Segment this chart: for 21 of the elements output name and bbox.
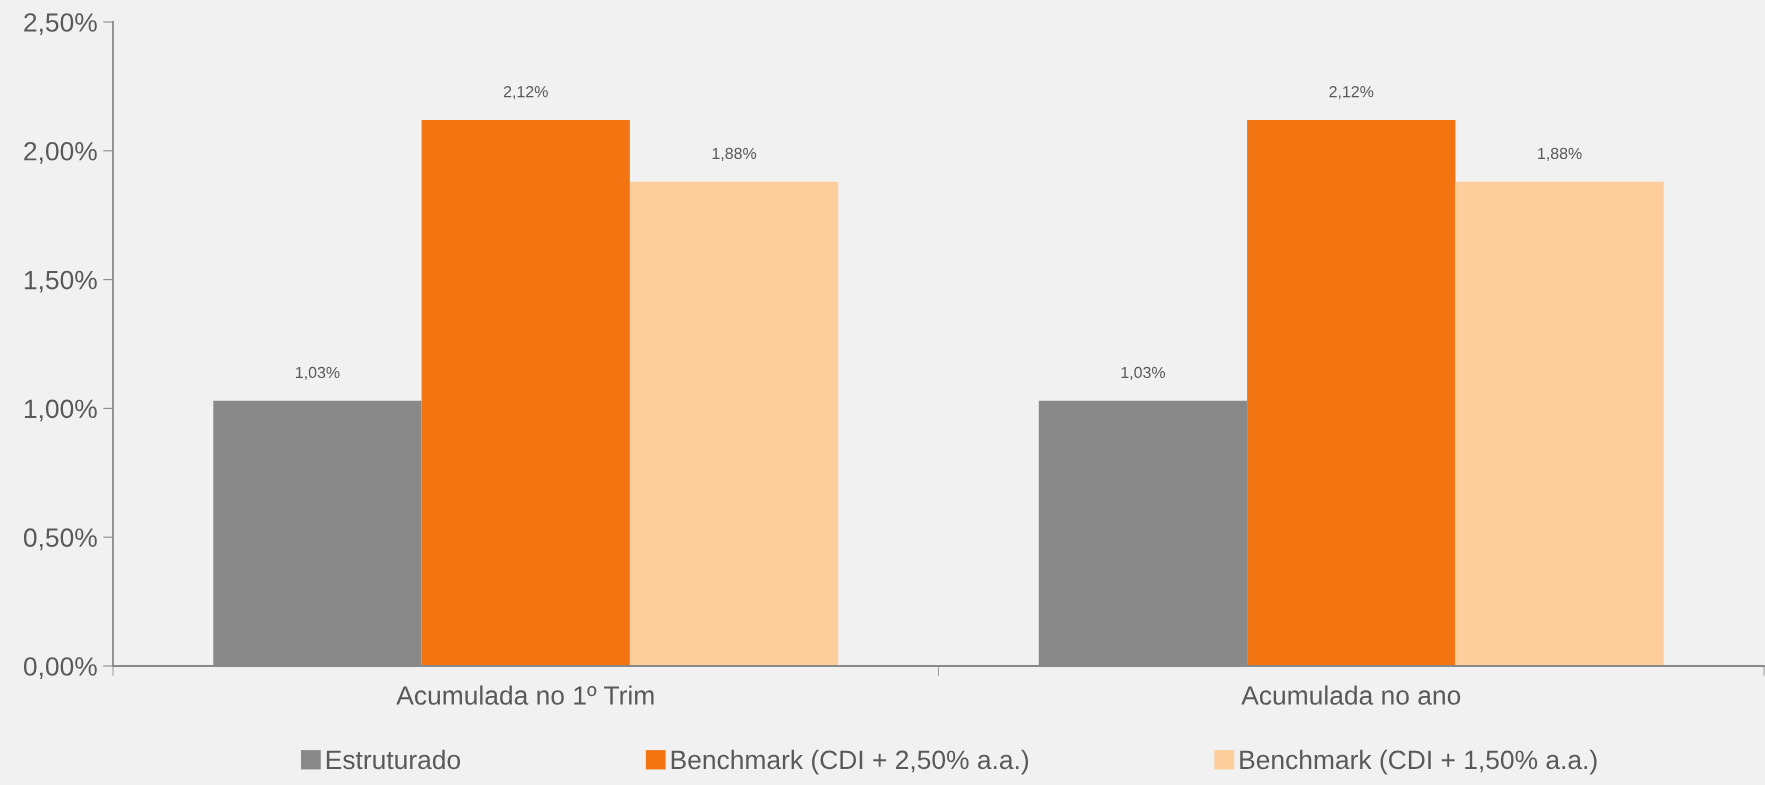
y-tick-label: 0,00%	[23, 657, 97, 679]
data-label: 2,12%	[503, 85, 548, 100]
data-label: 1,88%	[1538, 147, 1582, 161]
data-label: 1,03%	[296, 366, 340, 380]
legend-label: Benchmark (CDI + 2,50% a.a.)	[671, 749, 1029, 775]
x-tick-label: Acumulada no 1º Trim	[396, 685, 654, 705]
x-tick-label: Acumulada no ano	[1241, 685, 1461, 705]
y-tick-label: 2,00%	[24, 141, 97, 164]
bar	[629, 181, 839, 666]
legend-label: Benchmark (CDI + 1,50% a.a.)	[1240, 749, 1597, 775]
legend-label: Estruturado	[326, 749, 461, 770]
data-label: 1,88%	[712, 147, 757, 161]
data-label: 2,12%	[1329, 85, 1374, 100]
data-label: 1,03%	[1121, 366, 1166, 380]
y-tick-label: 1,50%	[24, 270, 97, 293]
bar	[421, 119, 630, 666]
y-tick-label: 0,50%	[23, 528, 97, 551]
bar	[1247, 119, 1456, 666]
y-tick-label: 1,00%	[24, 399, 97, 422]
y-tick-label: 2,50%	[24, 13, 97, 35]
bar	[1455, 181, 1664, 666]
